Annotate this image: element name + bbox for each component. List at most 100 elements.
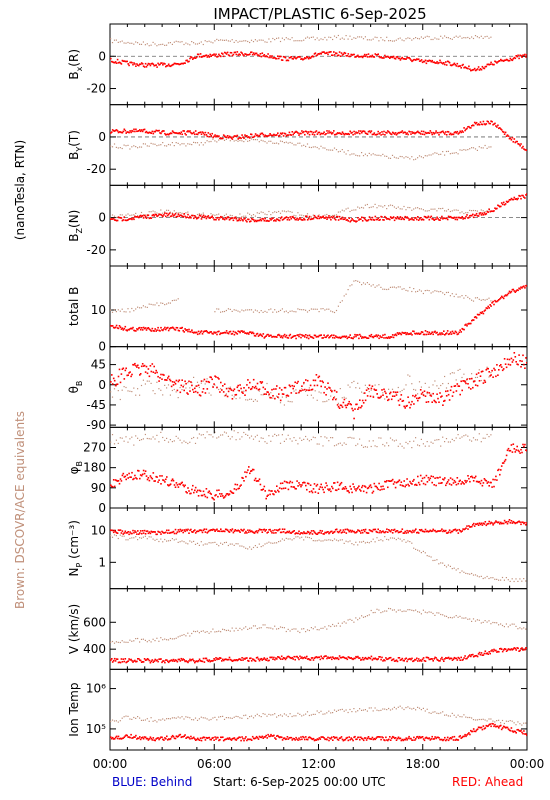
data-point [204,383,206,385]
data-point [488,485,490,487]
data-point [500,366,503,368]
data-point [198,332,201,335]
data-point [401,130,404,132]
data-point [305,37,307,39]
data-point [471,475,473,478]
data-point [338,530,341,533]
data-point [237,389,239,391]
data-point [266,495,268,497]
data-point [208,56,211,58]
data-point [403,288,405,290]
data-point [373,482,376,485]
data-point [404,58,406,60]
data-point [264,213,266,215]
data-point [448,483,451,485]
data-point [224,528,227,531]
data-point [436,210,438,212]
data-point [164,44,166,46]
data-point [452,482,455,484]
data-point [420,130,423,133]
data-point [293,311,295,313]
data-point [452,217,455,219]
data-point [210,542,212,544]
data-point [363,530,366,533]
data-point [433,399,435,402]
data-point [479,68,482,70]
data-point [232,136,235,138]
data-point [172,215,175,217]
data-point [245,475,247,478]
data-point [440,61,442,64]
data-point [189,216,191,218]
data-point [229,330,232,333]
data-point [169,439,171,441]
data-point [162,479,164,481]
data-point [259,218,262,221]
data-point [168,484,171,486]
data-point [289,538,291,540]
data-point [239,545,241,547]
data-point [227,544,229,547]
data-point [176,484,179,486]
data-point [219,530,221,533]
data-point [279,336,282,339]
data-point [293,628,295,630]
data-point [156,45,158,47]
data-point [362,336,365,339]
data-point [315,216,318,219]
data-point [210,434,212,436]
data-point [261,217,264,220]
data-point [489,122,491,125]
data-point [405,484,407,486]
data-point [444,35,446,37]
data-point [404,485,406,488]
data-point [272,395,274,397]
data-point [369,484,372,486]
data-point [389,132,391,134]
data-point [282,393,285,395]
data-point [493,63,495,66]
data-point [306,488,308,491]
data-point [285,216,288,218]
data-point [267,333,269,336]
data-point [185,528,187,531]
data-point [247,399,249,401]
data-point [352,409,354,412]
data-point [413,388,415,391]
data-point [311,218,314,220]
data-point [306,56,309,59]
data-point [378,284,380,286]
data-point [263,528,266,531]
data-point [461,481,463,483]
data-point [323,334,325,336]
data-point [483,310,486,312]
data-point [162,373,164,376]
data-point [247,40,249,43]
data-point [287,628,289,630]
data-point [359,333,361,336]
data-point [244,332,246,334]
data-point [380,286,382,288]
data-point [516,521,518,524]
data-point [273,335,275,338]
data-point [239,54,241,56]
data-point [405,405,407,407]
data-point [119,310,121,312]
data-point [160,533,162,535]
data-point [281,219,284,221]
data-point [175,538,177,540]
data-point [483,123,486,125]
data-point [113,485,116,488]
y-tick-label: -90 [86,418,106,432]
data-point [177,329,180,332]
data-point [129,42,131,44]
data-point [479,523,482,526]
data-point [488,208,490,211]
data-point [286,134,289,136]
data-point [513,196,516,199]
data-point [374,286,376,288]
data-point [454,385,457,387]
data-point [360,218,362,220]
data-point [453,372,455,374]
data-point [499,473,501,476]
